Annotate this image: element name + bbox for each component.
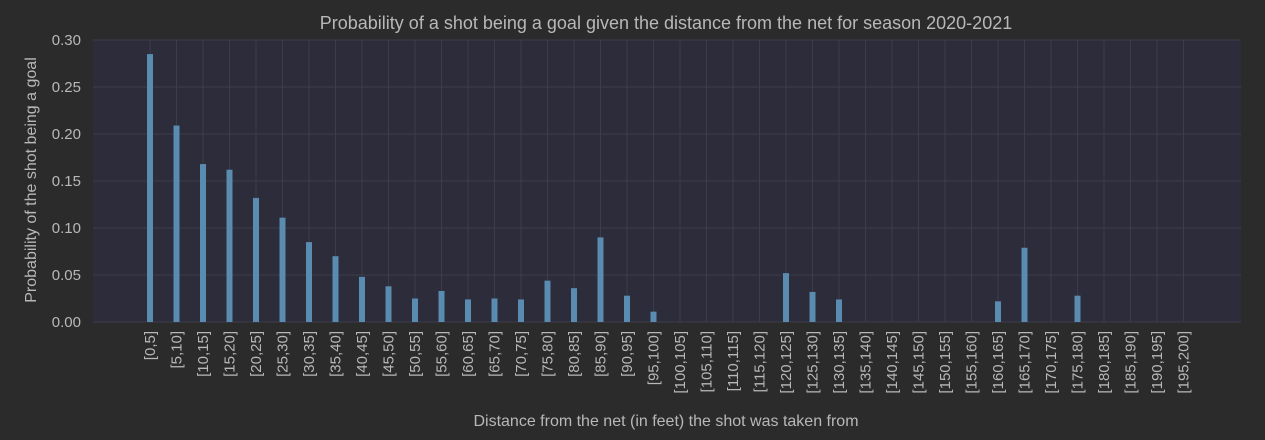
bar	[1021, 247, 1028, 322]
x-tick-label: [85,90]	[593, 331, 610, 377]
bar	[597, 237, 604, 322]
x-tick-label: [175,180]	[1070, 331, 1087, 394]
x-tick-label: [15,20]	[222, 331, 239, 377]
x-axis-ticks: [0,5] [5,10] [10,15] [15,20] [20,25] [25,30] […	[142, 331, 1193, 394]
x-tick-label: [30,35]	[301, 331, 318, 377]
x-tick-label: [100,105]	[672, 331, 689, 394]
y-tick-label: 0.30	[52, 32, 81, 49]
x-tick-label: [0,5]	[142, 331, 159, 360]
y-tick-label: 0.15	[52, 173, 81, 190]
x-tick-label: [55,60]	[434, 331, 451, 377]
bar	[385, 286, 392, 322]
x-tick-label: [125,130]	[805, 331, 822, 394]
x-tick-label: [135,140]	[858, 331, 875, 394]
bar	[332, 256, 339, 322]
bar	[544, 280, 551, 322]
x-tick-label: [190,195]	[1149, 331, 1166, 394]
x-tick-label: [75,80]	[540, 331, 557, 377]
bar	[226, 169, 233, 322]
x-tick-label: [60,65]	[460, 331, 477, 377]
x-tick-label: [70,75]	[513, 331, 530, 377]
x-tick-label: [105,110]	[699, 331, 716, 392]
x-tick-label: [5,10]	[169, 331, 186, 369]
bar	[995, 301, 1001, 322]
bar	[836, 299, 842, 322]
bar	[438, 290, 445, 322]
bar	[491, 298, 498, 322]
x-tick-label: [110,115]	[725, 331, 742, 391]
x-tick-label: [45,50]	[381, 331, 398, 377]
y-tick-label: 0.10	[52, 220, 81, 237]
bar	[518, 299, 524, 322]
x-tick-label: [130,135]	[831, 331, 848, 394]
bar	[147, 54, 153, 322]
bar	[783, 273, 789, 322]
bar	[173, 125, 180, 322]
x-tick-label: [160,165]	[990, 331, 1007, 394]
bar	[359, 276, 365, 322]
x-tick-label: [90,95]	[619, 331, 636, 377]
x-tick-label: [180,185]	[1096, 331, 1113, 394]
x-tick-label: [65,70]	[487, 331, 504, 377]
bar	[624, 295, 630, 322]
bar	[571, 288, 577, 322]
chart-title: Probability of a shot being a goal given…	[320, 13, 1012, 33]
bar	[200, 164, 206, 322]
x-tick-label: [25,30]	[275, 331, 292, 377]
x-tick-label: [165,170]	[1017, 331, 1034, 394]
x-tick-label: [115,120]	[752, 331, 769, 392]
y-tick-label: 0.05	[52, 267, 81, 284]
x-axis-title: Distance from the net (in feet) the shot…	[473, 413, 858, 430]
y-tick-label: 0.20	[52, 126, 81, 143]
bar	[306, 242, 312, 322]
bar	[253, 197, 259, 322]
bar	[279, 217, 286, 322]
bar	[650, 311, 657, 322]
bar	[809, 291, 816, 322]
y-axis-ticks: 0.00 0.05 0.10 0.15 0.20 0.25 0.30	[52, 32, 81, 331]
x-tick-label: [140,145]	[884, 331, 901, 394]
x-tick-label: [95,100]	[646, 331, 663, 385]
x-tick-label: [10,15]	[195, 331, 212, 377]
x-tick-label: [120,125]	[778, 331, 795, 394]
x-tick-label: [155,160]	[964, 331, 981, 394]
x-tick-label: [20,25]	[248, 331, 265, 377]
bars	[147, 54, 1081, 322]
x-tick-label: [35,40]	[328, 331, 345, 377]
x-tick-label: [195,200]	[1176, 331, 1193, 394]
x-tick-label: [185,190]	[1123, 331, 1140, 394]
y-axis-title: Probability of the shot being a goal	[23, 57, 40, 303]
x-tick-label: [145,150]	[911, 331, 928, 394]
y-tick-label: 0.00	[52, 314, 81, 331]
x-tick-label: [170,175]	[1043, 331, 1060, 394]
x-tick-label: [40,45]	[354, 331, 371, 377]
bar	[465, 299, 471, 322]
x-tick-label: [50,55]	[407, 331, 424, 377]
x-tick-label: [150,155]	[937, 331, 954, 394]
x-tick-label: [80,85]	[566, 331, 583, 377]
bar	[1074, 295, 1081, 322]
y-tick-label: 0.25	[52, 79, 81, 96]
bar	[412, 298, 418, 322]
